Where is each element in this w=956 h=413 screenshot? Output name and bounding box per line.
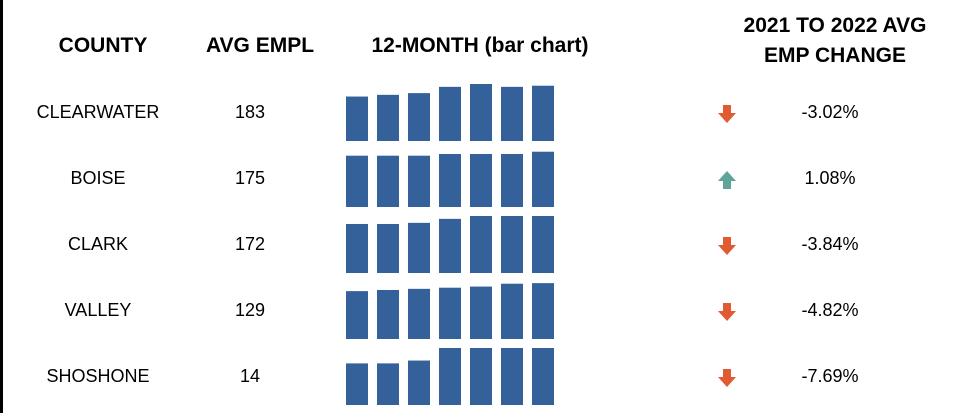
- sparkline-bar: [501, 348, 523, 405]
- sparkline-bar: [501, 216, 523, 273]
- sparkline-bar: [470, 153, 492, 207]
- sparkline-svg: [346, 151, 554, 207]
- header-emp-change-line1: 2021 TO 2022 AVG: [743, 14, 927, 37]
- sparkline-bar: [346, 155, 368, 207]
- sparkline-bar: [346, 291, 368, 339]
- arrow-down-icon: [716, 367, 738, 389]
- emp-change-value: -3.84%: [801, 234, 859, 254]
- sparkline-bar-chart: [340, 144, 565, 210]
- arrow-down-icon-svg: [718, 105, 736, 123]
- sparkline-bar: [408, 93, 430, 141]
- sparkline-bar: [408, 360, 430, 405]
- sparkline-bar: [377, 155, 399, 207]
- arrow-up-icon-svg: [718, 171, 736, 189]
- sparkline-bar: [532, 216, 554, 273]
- emp-change-value: -7.69%: [801, 366, 859, 386]
- arrow-down-icon: [716, 103, 738, 125]
- avg-empl-value: 129: [234, 300, 266, 320]
- sparkline-bar: [346, 363, 368, 405]
- table-row: CLARK 172 -3.84%: [0, 210, 956, 276]
- sparkline-svg: [346, 348, 554, 405]
- sparkline-bar: [470, 286, 492, 339]
- table-row: VALLEY 129 -4.82%: [0, 276, 956, 342]
- arrow-down-icon-svg: [718, 237, 736, 255]
- sparkline-bar: [501, 86, 523, 141]
- sparkline-bar: [470, 84, 492, 141]
- sparkline-bar: [470, 348, 492, 405]
- arrow-shape: [718, 369, 736, 387]
- sparkline-bar: [377, 289, 399, 339]
- sparkline-bar: [439, 218, 461, 273]
- arrow-shape: [718, 303, 736, 321]
- sparkline-bar: [439, 287, 461, 339]
- left-border-rule: [0, 0, 3, 413]
- sparkline-svg: [346, 283, 554, 339]
- arrow-down-icon: [716, 301, 738, 323]
- sparkline-bar: [532, 348, 554, 405]
- table-row: CLEARWATER 183 -3.02%: [0, 78, 956, 144]
- header-avg-empl: AVG EMPL: [205, 34, 315, 57]
- county-name: CLARK: [67, 234, 129, 254]
- sparkline-bar: [377, 223, 399, 273]
- header-12-month: 12-MONTH (bar chart): [371, 34, 589, 57]
- sparkline-bar: [377, 363, 399, 405]
- arrow-shape: [718, 237, 736, 255]
- sparkline-bar-chart: [340, 78, 565, 144]
- sparkline-bar: [501, 283, 523, 339]
- sparkline-bar: [470, 216, 492, 273]
- sparkline-bar: [532, 85, 554, 141]
- county-name: VALLEY: [64, 300, 132, 320]
- table-row: SHOSHONE 14 -7.69%: [0, 342, 956, 408]
- sparkline-svg: [346, 84, 554, 141]
- avg-empl-value: 183: [234, 102, 266, 122]
- arrow-shape: [718, 171, 736, 189]
- emp-change-value: -3.02%: [801, 102, 859, 122]
- header-emp-change: 2021 TO 2022 AVG EMP CHANGE: [715, 11, 955, 71]
- emp-change-value: 1.08%: [804, 168, 856, 188]
- arrow-shape: [718, 105, 736, 123]
- header-emp-change-line2: EMP CHANGE: [764, 44, 906, 67]
- sparkline-bar-chart: [340, 210, 565, 276]
- arrow-down-icon-svg: [718, 369, 736, 387]
- sparkline-bar: [377, 94, 399, 141]
- sparkline-bar-chart: [340, 342, 565, 408]
- table-row: BOISE 175 1.08%: [0, 144, 956, 210]
- avg-empl-value: 14: [239, 366, 261, 386]
- avg-empl-value: 172: [234, 234, 266, 254]
- avg-empl-value: 175: [234, 168, 266, 188]
- sparkline-bar: [501, 153, 523, 207]
- sparkline-bar-chart: [340, 276, 565, 342]
- sparkline-bar: [408, 222, 430, 273]
- emp-change-value: -4.82%: [801, 300, 859, 320]
- arrow-down-icon-svg: [718, 303, 736, 321]
- arrow-down-icon: [716, 235, 738, 257]
- sparkline-bar: [346, 96, 368, 141]
- sparkline-bar: [408, 288, 430, 339]
- county-name: SHOSHONE: [46, 366, 150, 386]
- sparkline-bar: [439, 153, 461, 207]
- sparkline-bar: [408, 155, 430, 207]
- sparkline-bar: [439, 86, 461, 141]
- county-name: CLEARWATER: [36, 102, 160, 122]
- county-name: BOISE: [70, 168, 126, 188]
- sparkline-bar: [532, 283, 554, 339]
- arrow-up-icon: [716, 169, 738, 191]
- header-county: COUNTY: [58, 34, 148, 57]
- sparkline-bar: [532, 151, 554, 207]
- sparkline-bar: [346, 223, 368, 273]
- sparkline-bar: [439, 348, 461, 405]
- sparkline-svg: [346, 216, 554, 273]
